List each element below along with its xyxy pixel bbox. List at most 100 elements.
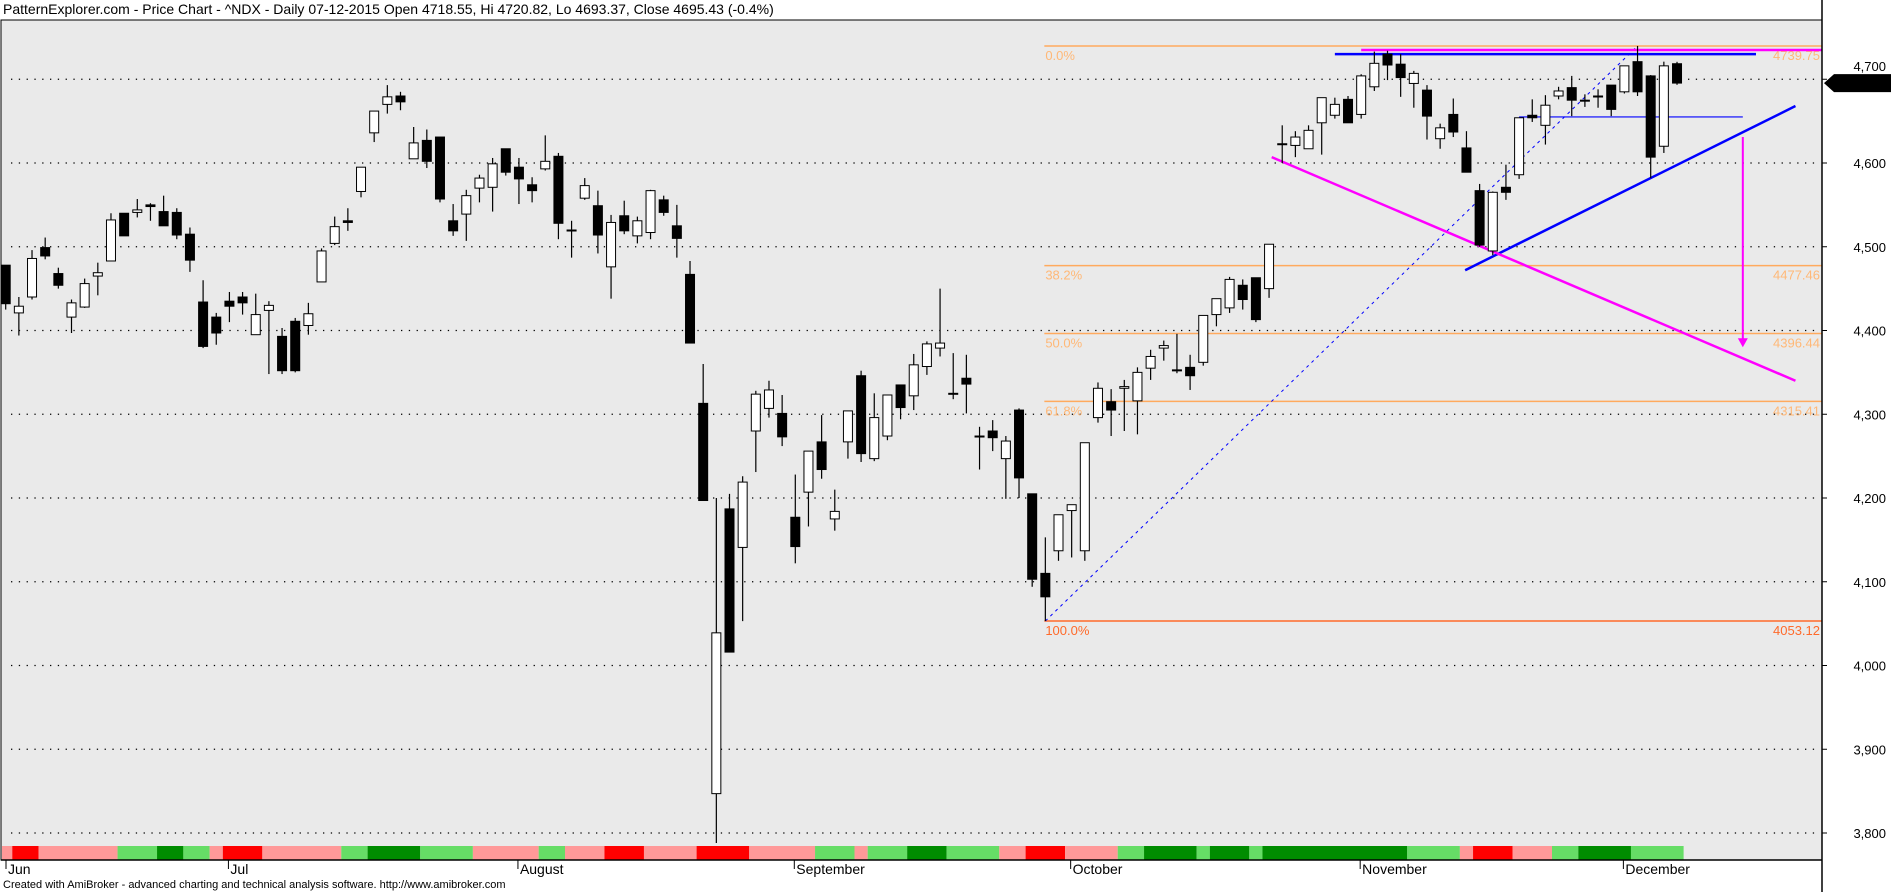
indicator-segment (209, 846, 223, 860)
candle (79, 278, 90, 308)
indicator-segment (1630, 846, 1684, 860)
candle (1672, 61, 1683, 85)
candle-body-up (461, 195, 472, 215)
candle-body-up (79, 283, 90, 308)
fib-level-value: 4315.41 (1773, 403, 1820, 418)
indicator-segment (604, 846, 644, 860)
candle-body-down (961, 377, 972, 385)
y-tick-label: 4,700 (1853, 59, 1886, 74)
candle (1277, 125, 1288, 163)
candle (474, 174, 485, 203)
candle-body-up (882, 394, 893, 437)
candle-body-up (1658, 65, 1669, 147)
candle (829, 489, 840, 531)
candle-body-down (40, 247, 51, 257)
indicator-segment (1117, 846, 1145, 860)
trendline-blue-thick[interactable] (1464, 104, 1797, 272)
trendline-magenta-thick[interactable] (1271, 155, 1796, 382)
candle (606, 214, 617, 299)
indicator-segment (1249, 846, 1263, 860)
candle-body-up (382, 96, 393, 105)
candle-body-up (1171, 369, 1182, 372)
candle-body-up (1303, 129, 1314, 150)
candle (1421, 85, 1432, 140)
candle (1461, 131, 1472, 173)
indicator-segment (183, 846, 210, 860)
candle-body-up (1290, 136, 1301, 146)
candle (1158, 340, 1169, 361)
candle (1579, 94, 1590, 107)
candle-body-up (1066, 504, 1077, 512)
candle-body-up (356, 166, 367, 192)
candle-body-up (1487, 191, 1498, 252)
candle-body-down (290, 320, 301, 372)
candle (711, 498, 722, 844)
candle (1448, 98, 1459, 138)
candle-body-down (1, 264, 11, 305)
candle-body-down (224, 300, 235, 307)
candle (632, 216, 643, 244)
candle (53, 267, 64, 289)
candle-body-up (1264, 243, 1275, 290)
candle (356, 166, 367, 198)
candle (908, 353, 919, 411)
y-tick-label: 4,500 (1853, 240, 1886, 255)
candle-body-up (1356, 75, 1367, 115)
trendline-blue-dashed[interactable] (1044, 45, 1638, 622)
candle (132, 199, 143, 218)
indicator-segment (565, 846, 605, 860)
candle (1553, 86, 1564, 100)
candle-body-up (750, 393, 761, 432)
candle (421, 129, 432, 169)
candle (1027, 493, 1038, 587)
candle-body-down (553, 155, 564, 224)
indicator-segment (1209, 846, 1250, 860)
x-tick-label: December (1625, 861, 1690, 877)
candle (66, 299, 77, 334)
candle-body-up (711, 632, 722, 795)
candle-body-down (856, 375, 867, 455)
candle (250, 293, 261, 336)
candle (1198, 314, 1209, 366)
candle-body-down (145, 204, 156, 208)
candle (40, 237, 51, 260)
candle-body-up (1408, 72, 1419, 84)
candle-body-up (540, 160, 551, 170)
candle (856, 370, 867, 462)
x-tick-label: October (1073, 861, 1123, 877)
indicator-segment (38, 846, 118, 860)
indicator-segment (222, 846, 263, 860)
candle-body-up (369, 110, 380, 134)
candle-body-down (1606, 84, 1617, 110)
candle-body-down (1382, 53, 1393, 66)
candle-body-up (921, 343, 932, 368)
candle-body-up (263, 304, 274, 311)
candle-body-up (1198, 314, 1209, 363)
candle-body-down (1645, 75, 1656, 158)
candle-body-up (1514, 117, 1525, 176)
candle (1092, 382, 1103, 423)
candle (500, 148, 511, 176)
indicator-segment (367, 846, 421, 860)
candle-body-up (829, 510, 840, 520)
indicator-segment (1262, 846, 1408, 860)
candle (342, 208, 353, 231)
candle-body-down (1672, 63, 1683, 84)
last-price-tag (1824, 74, 1891, 93)
candle-body-down (395, 95, 406, 103)
candle (1593, 89, 1604, 108)
candle (1382, 50, 1393, 81)
candle (685, 260, 696, 344)
candle (895, 384, 906, 420)
candle-body-down (513, 166, 524, 180)
candle-body-down (434, 136, 445, 200)
candle-body-up (250, 314, 261, 336)
candle (448, 204, 459, 236)
candle (290, 317, 301, 373)
candle (974, 426, 985, 470)
candle (1566, 75, 1577, 117)
candle-body-down (777, 412, 788, 438)
candle-body-down (421, 139, 432, 162)
indicator-segment (749, 846, 816, 860)
